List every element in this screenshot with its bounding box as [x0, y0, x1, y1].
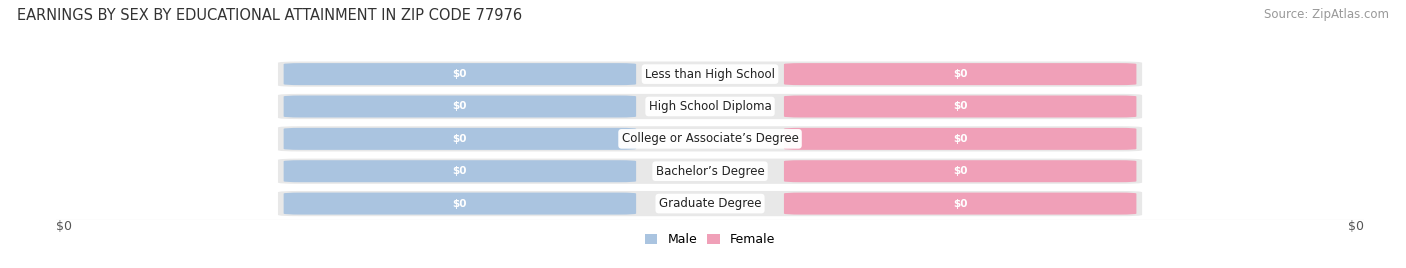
FancyBboxPatch shape: [785, 95, 1136, 117]
Text: Less than High School: Less than High School: [645, 68, 775, 81]
Text: $0: $0: [953, 134, 967, 144]
Text: $0: $0: [1348, 220, 1364, 233]
Legend: Male, Female: Male, Female: [640, 228, 780, 251]
FancyBboxPatch shape: [785, 63, 1136, 85]
FancyBboxPatch shape: [284, 160, 636, 182]
Text: $0: $0: [56, 220, 72, 233]
Text: $0: $0: [953, 102, 967, 111]
Text: High School Diploma: High School Diploma: [648, 100, 772, 113]
Text: $0: $0: [453, 199, 467, 209]
FancyBboxPatch shape: [785, 193, 1136, 215]
FancyBboxPatch shape: [278, 94, 1142, 119]
FancyBboxPatch shape: [284, 128, 636, 150]
FancyBboxPatch shape: [278, 159, 1142, 184]
Text: EARNINGS BY SEX BY EDUCATIONAL ATTAINMENT IN ZIP CODE 77976: EARNINGS BY SEX BY EDUCATIONAL ATTAINMEN…: [17, 8, 522, 23]
FancyBboxPatch shape: [284, 95, 636, 117]
FancyBboxPatch shape: [278, 126, 1142, 151]
Text: Bachelor’s Degree: Bachelor’s Degree: [655, 165, 765, 178]
Text: College or Associate’s Degree: College or Associate’s Degree: [621, 132, 799, 145]
Text: $0: $0: [453, 166, 467, 176]
Text: $0: $0: [953, 199, 967, 209]
Text: $0: $0: [953, 69, 967, 79]
Text: Source: ZipAtlas.com: Source: ZipAtlas.com: [1264, 8, 1389, 21]
FancyBboxPatch shape: [278, 62, 1142, 87]
Text: $0: $0: [453, 134, 467, 144]
Text: $0: $0: [953, 166, 967, 176]
Text: $0: $0: [453, 102, 467, 111]
FancyBboxPatch shape: [284, 193, 636, 215]
FancyBboxPatch shape: [284, 63, 636, 85]
Text: Graduate Degree: Graduate Degree: [659, 197, 761, 210]
FancyBboxPatch shape: [785, 160, 1136, 182]
Text: $0: $0: [453, 69, 467, 79]
FancyBboxPatch shape: [278, 191, 1142, 216]
FancyBboxPatch shape: [785, 128, 1136, 150]
